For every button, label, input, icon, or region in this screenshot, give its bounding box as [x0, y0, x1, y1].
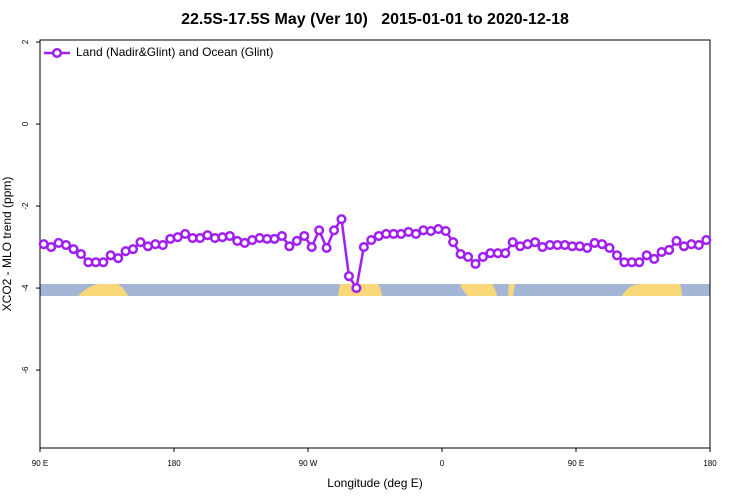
x-tick-label: 90 E: [568, 459, 584, 468]
legend-label: Land (Nadir&Glint) and Ocean (Glint): [76, 45, 273, 59]
data-point: [329, 225, 340, 236]
data-point: [634, 257, 645, 268]
data-point: [597, 239, 608, 250]
series-line: [43, 215, 707, 292]
data-point: [276, 230, 287, 242]
data-point: [477, 251, 488, 262]
data-point: [68, 244, 79, 255]
chart-title: 22.5S-17.5S May (Ver 10) 2015-01-01 to 2…: [181, 11, 569, 28]
data-point: [75, 248, 86, 260]
data-point: [448, 237, 459, 248]
data-point: [470, 258, 481, 269]
data-point: [664, 244, 675, 255]
legend-marker: [51, 47, 63, 59]
y-axis-label: XCO2 - MLO trend (ppm): [0, 177, 14, 312]
data-point: [135, 237, 146, 248]
data-point: [321, 242, 332, 253]
data-point: [611, 250, 622, 261]
data-point: [128, 244, 139, 255]
data-point: [314, 225, 325, 236]
data-point: [671, 235, 682, 246]
data-point: [701, 235, 712, 246]
y-tick-label: 0: [21, 121, 30, 126]
x-tick-label: 180: [167, 459, 181, 468]
x-tick-label: 180: [703, 459, 717, 468]
data-point: [343, 271, 354, 282]
data-point: [98, 257, 109, 268]
land-ocean-strip: [40, 284, 710, 296]
data-point: [463, 251, 474, 262]
data-point: [693, 239, 704, 251]
y-tick-label: -6: [21, 366, 30, 374]
data-point: [157, 239, 168, 251]
data-point: [410, 228, 421, 240]
y-tick-label: -2: [21, 202, 30, 210]
data-point: [291, 235, 302, 246]
data-point: [113, 253, 124, 264]
data-point: [46, 242, 57, 253]
data-point: [180, 228, 191, 240]
data-point: [440, 226, 451, 237]
data-point: [641, 250, 652, 261]
y-tick-label: -4: [21, 284, 30, 292]
x-tick-label: 0: [440, 459, 445, 468]
data-point: [507, 237, 518, 248]
data-point: [358, 242, 369, 253]
data-point: [224, 230, 235, 242]
data-point: [351, 283, 362, 294]
data-point: [649, 253, 660, 265]
data-point: [530, 237, 541, 248]
y-tick-label: 2: [21, 39, 30, 44]
x-tick-label: 90 E: [32, 459, 48, 468]
x-tick-label: 90 W: [299, 459, 318, 468]
data-point: [284, 241, 295, 252]
data-point: [604, 242, 615, 253]
data-point: [366, 235, 377, 246]
x-axis-label: Longitude (deg E): [327, 476, 422, 490]
data-point: [306, 242, 317, 253]
data-point: [299, 230, 310, 242]
data-point: [582, 242, 593, 253]
data-point: [500, 248, 511, 259]
data-point: [336, 214, 347, 225]
data-point: [61, 239, 72, 251]
